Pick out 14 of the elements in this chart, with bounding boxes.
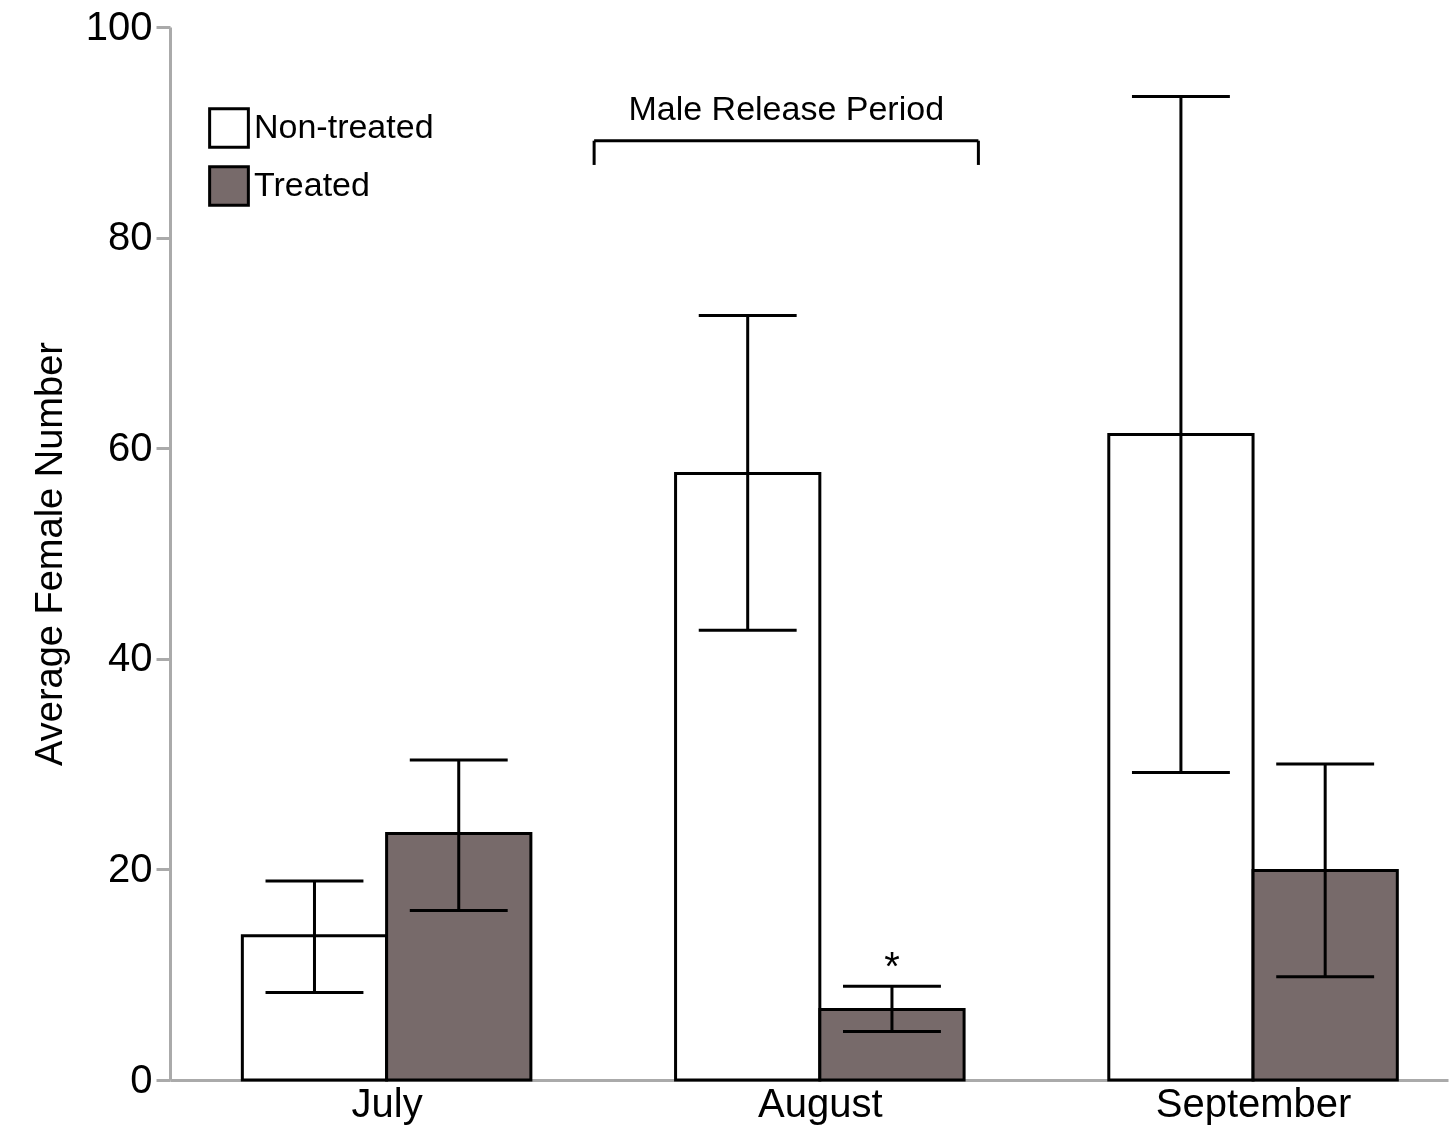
y-axis-title: Average Female Number [27, 341, 70, 766]
y-tick-label: 80 [108, 214, 153, 259]
legend-label: Treated [254, 165, 370, 203]
y-tick-label: 20 [108, 845, 153, 890]
x-tick-label: July [351, 1080, 423, 1125]
y-tick-label: 100 [85, 3, 153, 48]
y-tick-label: 0 [130, 1056, 153, 1101]
annotation: * [884, 944, 900, 989]
legend-label: Non-treated [254, 107, 434, 145]
annotation: Male Release Period [628, 88, 945, 127]
y-tick-label: 40 [108, 635, 153, 680]
x-tick-label: August [758, 1080, 883, 1125]
y-tick-label: 60 [108, 424, 153, 469]
x-tick-label: September [1155, 1080, 1352, 1125]
